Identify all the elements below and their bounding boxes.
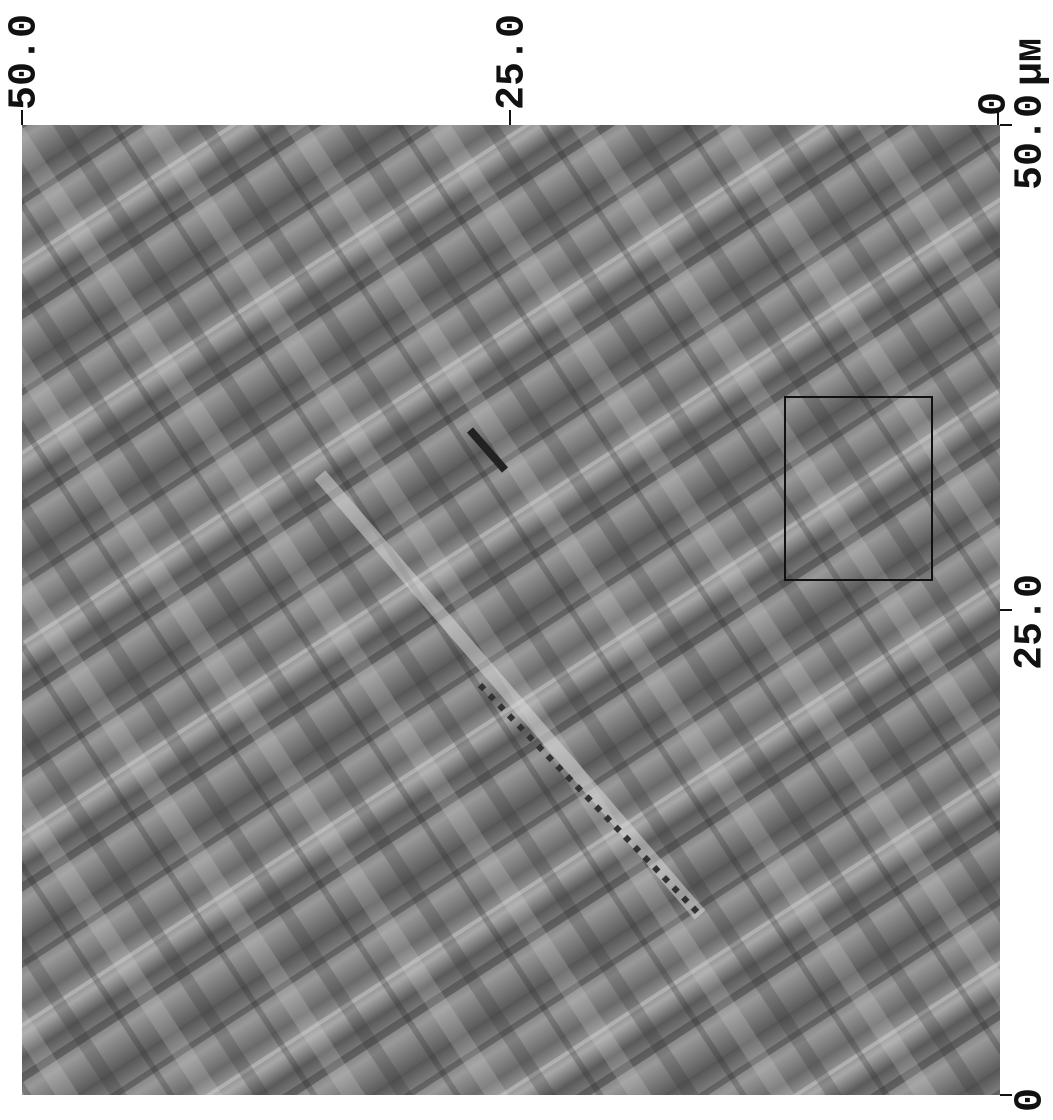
axis-label: 25.0 <box>491 14 536 110</box>
axis-label: 0 <box>973 92 1018 116</box>
selection-box <box>784 396 933 581</box>
unit-label: μм <box>1009 38 1053 86</box>
axis-label: 0 <box>1009 1088 1053 1112</box>
defect-line <box>466 427 509 473</box>
axis-label: 25.0 <box>1009 574 1053 670</box>
step-edge <box>314 470 706 920</box>
axis-label: 50.0 <box>1009 94 1053 190</box>
scan-texture-cross <box>22 125 1000 1095</box>
axis-label: 50.0 <box>3 14 48 110</box>
defect-line <box>477 682 703 918</box>
